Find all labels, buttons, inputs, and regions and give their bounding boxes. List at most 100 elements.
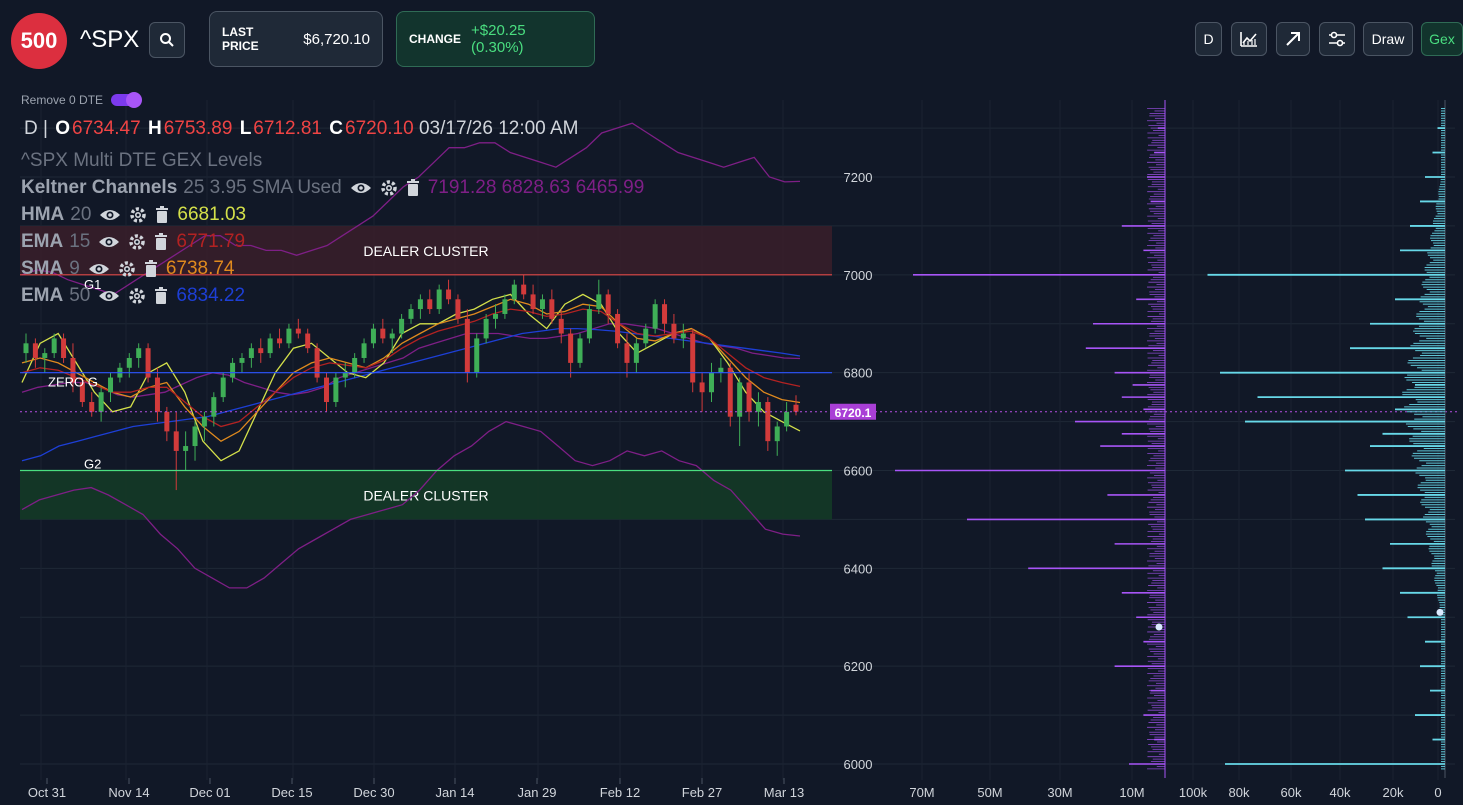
trash-icon[interactable]	[154, 287, 168, 305]
interval-button[interactable]: D	[1195, 22, 1222, 56]
app-logo[interactable]: 500	[11, 13, 67, 69]
sliders-icon	[1329, 31, 1345, 47]
trash-icon[interactable]	[154, 233, 168, 251]
candle-body	[530, 294, 536, 310]
indicator-legend-row: EMA 50 6834.22	[21, 285, 245, 307]
oi-histogram	[1207, 100, 1446, 778]
draw-button[interactable]: Draw	[1363, 22, 1413, 56]
indicator-params: 50	[69, 285, 91, 306]
x-tick-label: Feb 27	[682, 785, 722, 800]
candle-body	[295, 328, 301, 334]
candle-body	[370, 328, 376, 344]
oi-x-tick-label: 80k	[1229, 785, 1250, 800]
trash-icon[interactable]	[406, 179, 420, 197]
candle-body	[61, 338, 67, 358]
candle-body	[446, 289, 452, 300]
oi-x-tick-label: 60k	[1281, 785, 1302, 800]
indicator-legend-row: EMA 15 6771.79	[21, 231, 245, 253]
search-button[interactable]	[149, 22, 185, 58]
price-tag-bg	[830, 403, 876, 420]
eye-icon[interactable]	[99, 208, 121, 222]
indicator-line	[21, 308, 801, 428]
candle-body	[671, 323, 677, 339]
study-title-text: ^SPX Multi DTE GEX Levels	[21, 150, 263, 171]
dealer-cluster-upper-label: DEALER CLUSTER	[363, 243, 488, 259]
eye-icon[interactable]	[98, 235, 120, 249]
candle-body	[755, 402, 761, 412]
gear-icon[interactable]	[118, 260, 136, 278]
candle-body	[633, 343, 639, 363]
open-label: O	[55, 118, 71, 139]
candle-body	[774, 426, 780, 442]
close-value: 6720.10	[345, 118, 414, 139]
candle-body	[708, 372, 714, 393]
candle-body	[42, 353, 48, 358]
change-card: CHANGE +$20.25 (0.30%)	[396, 11, 595, 67]
y-tick-label: 6400	[844, 561, 873, 576]
gear-icon[interactable]	[128, 233, 146, 251]
candle-body	[389, 333, 395, 339]
eye-icon[interactable]	[350, 181, 372, 195]
indicator-params: 25 3.95 SMA Used	[183, 177, 342, 198]
eye-icon[interactable]	[98, 289, 120, 303]
candle-body	[605, 294, 611, 314]
toggle-knob	[126, 92, 143, 108]
study-title: ^SPX Multi DTE GEX Levels	[21, 150, 262, 172]
gear-icon[interactable]	[129, 206, 147, 224]
candle-body	[690, 333, 696, 383]
eye-icon[interactable]	[88, 262, 110, 276]
candle-body	[615, 313, 621, 344]
candle-body	[230, 362, 236, 378]
candle-body	[108, 377, 114, 393]
ohlc-readout: D | O 6734.47 H 6753.89 L 6712.81 C 6720.10 …	[24, 118, 579, 139]
indicator-name: EMA	[21, 285, 64, 306]
candle-body	[183, 446, 189, 451]
chart-grid	[20, 100, 1455, 780]
y-tick-label: 7200	[844, 170, 873, 185]
remove-0dte-toggle-row: Remove 0 DTE	[21, 92, 143, 108]
oi-x-tick-label: 100k	[1179, 785, 1208, 800]
oi-x-tick-label: 0	[1434, 785, 1441, 800]
low-label: L	[239, 118, 252, 139]
high-label: H	[147, 118, 162, 139]
candle-body	[323, 377, 329, 403]
candle-body	[333, 377, 339, 403]
settings-button[interactable]	[1319, 22, 1355, 56]
candle-body	[258, 348, 264, 354]
gear-icon[interactable]	[128, 287, 146, 305]
indicator-name: Keltner Channels	[21, 177, 178, 198]
candle-body	[765, 402, 771, 442]
candle-body	[70, 357, 76, 383]
x-tick-label: Mar 13	[764, 785, 804, 800]
candle-body	[436, 289, 442, 310]
candle-body	[427, 299, 433, 310]
indicator-name: SMA	[21, 258, 64, 279]
candle-body	[521, 284, 527, 295]
oi-x-tick-label: 20k	[1383, 785, 1404, 800]
y-tick-label: 6000	[844, 757, 873, 772]
gex-button[interactable]: Gex	[1421, 22, 1463, 56]
indicator-value: 6834.22	[176, 285, 246, 306]
candle-body	[211, 397, 217, 417]
indicators-button[interactable]	[1231, 22, 1267, 56]
indicator-params: 9	[69, 258, 80, 279]
indicator-params: 20	[70, 204, 92, 225]
indicator-legend-row: Keltner Channels 25 3.95 SMA Used 7191.28 …	[21, 177, 644, 199]
ohlc-interval: D	[24, 118, 38, 139]
trend-button[interactable]	[1276, 22, 1310, 56]
candle-body	[380, 328, 386, 339]
ohlc-datetime: 03/17/26 12:00 AM	[418, 118, 579, 139]
x-tick-label: Feb 12	[600, 785, 640, 800]
remove-0dte-toggle[interactable]	[111, 92, 143, 108]
trash-icon[interactable]	[155, 206, 169, 224]
header-bar: 500 ^SPX LAST PRICE $6,720.10 CHANGE +$2…	[0, 0, 1463, 90]
indicator-legend-row: SMA 9 6738.74	[21, 258, 235, 280]
candle-body	[737, 382, 743, 417]
indicator-params: 15	[69, 231, 91, 252]
gex-x-tick-label: 10M	[1119, 785, 1144, 800]
gear-icon[interactable]	[380, 179, 398, 197]
trash-icon[interactable]	[144, 260, 158, 278]
zero-gamma-label: ZERO G	[48, 375, 98, 390]
candle-body	[342, 372, 348, 378]
